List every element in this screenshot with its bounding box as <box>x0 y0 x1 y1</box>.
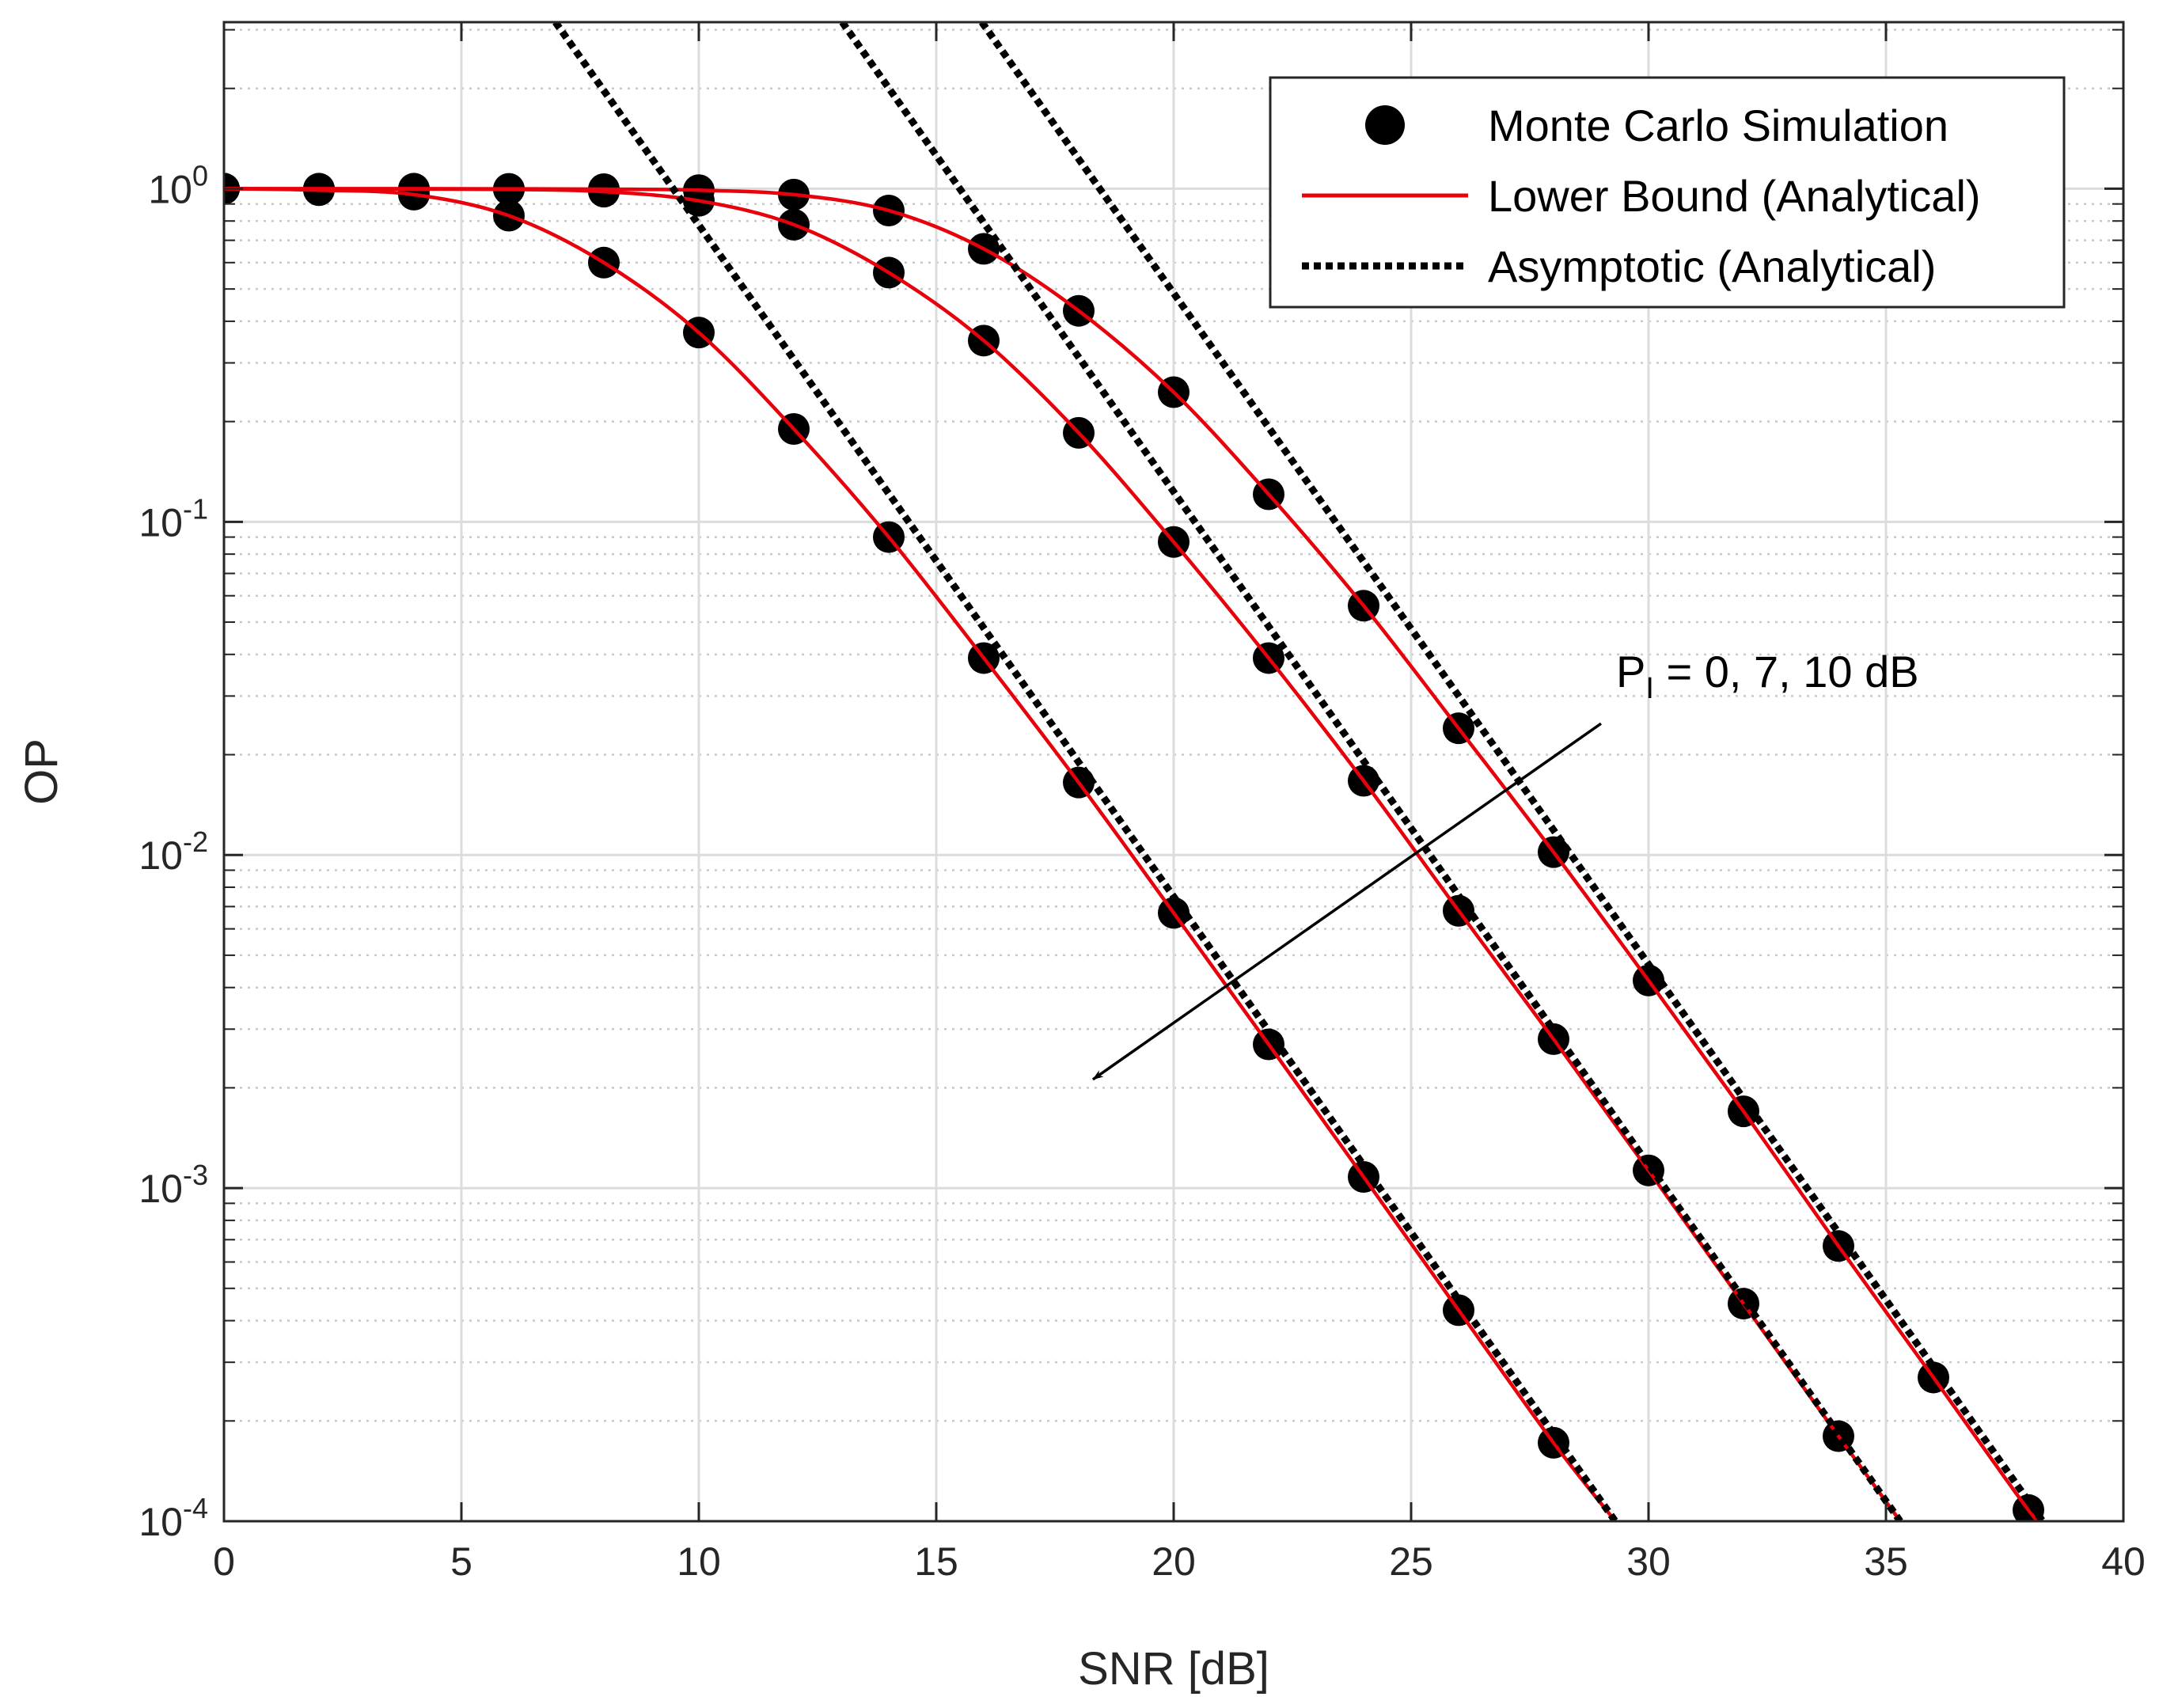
annotation: PI = 0, 7, 10 dB <box>1091 647 1919 1081</box>
y-tick-label: 10-2 <box>138 826 208 878</box>
asymptotic-curves <box>552 22 2046 1521</box>
y-tick-labels: 100 10-1 10-2 10-3 10-4 <box>138 159 208 1544</box>
x-tick-label: 25 <box>1389 1539 1433 1584</box>
x-tick-label: 40 <box>2101 1539 2146 1584</box>
asymptotic-line-1 <box>839 22 1903 1521</box>
legend-label: Asymptotic (Analytical) <box>1488 241 1936 291</box>
x-tick-label: 0 <box>213 1539 235 1584</box>
asymptotic-line-2 <box>978 22 2046 1521</box>
legend-marker-icon <box>1365 105 1405 145</box>
legend-label: Monte Carlo Simulation <box>1488 101 1948 150</box>
x-tick-label: 35 <box>1864 1539 1908 1584</box>
x-tick-label: 20 <box>1152 1539 1196 1584</box>
x-tick-label: 30 <box>1626 1539 1671 1584</box>
annotation-text: PI = 0, 7, 10 dB <box>1616 647 1919 705</box>
lower-bound-line-2 <box>224 187 2044 1521</box>
y-tick-label: 100 <box>148 159 208 211</box>
y-tick-label: 10-3 <box>138 1159 208 1211</box>
y-tick-label: 10-4 <box>138 1492 208 1544</box>
x-tick-label: 5 <box>450 1539 472 1584</box>
legend-entry-monte-carlo: Monte Carlo Simulation <box>1365 101 1948 150</box>
legend-label: Lower Bound (Analytical) <box>1488 171 1981 221</box>
legend: Monte Carlo Simulation Lower Bound (Anal… <box>1269 76 2066 309</box>
lower-bound-curves <box>224 187 2044 1521</box>
lower-bound-line-0 <box>224 187 1617 1521</box>
x-tick-label: 15 <box>914 1539 958 1584</box>
x-axis-title: SNR [dB] <box>1078 1643 1269 1695</box>
legend-entry-lower-bound: Lower Bound (Analytical) <box>1302 171 1981 221</box>
y-axis-title: OP <box>16 738 67 805</box>
x-tick-label: 10 <box>677 1539 721 1584</box>
axis-ticks <box>222 22 2125 1523</box>
asymptotic-line-0 <box>552 22 1618 1521</box>
y-tick-label: 10-1 <box>138 492 208 545</box>
legend-entry-asymptotic: Asymptotic (Analytical) <box>1302 241 1936 291</box>
x-tick-labels: 0 5 10 15 20 25 30 35 40 <box>213 1539 2146 1584</box>
annotation-arrow <box>1091 722 1603 1081</box>
